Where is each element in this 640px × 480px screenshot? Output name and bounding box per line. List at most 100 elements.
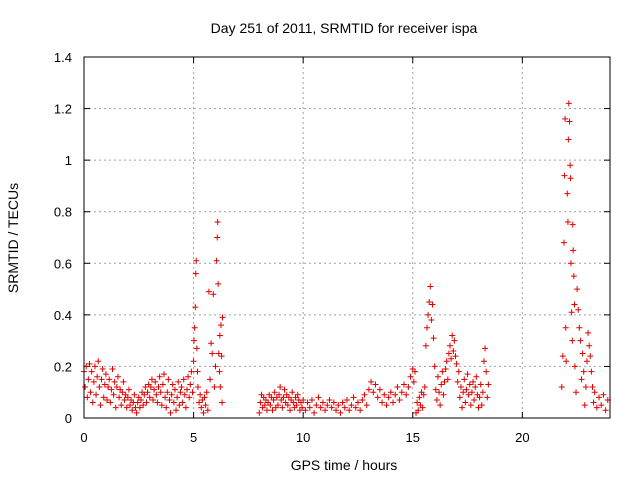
data-point (472, 384, 479, 391)
data-point (581, 402, 588, 409)
data-point (156, 373, 163, 380)
data-point (416, 394, 423, 401)
y-tick-label: 1.4 (54, 50, 72, 65)
data-point (567, 260, 574, 267)
data-point (274, 402, 281, 409)
data-point (146, 394, 153, 401)
data-point (131, 391, 138, 398)
data-point (341, 404, 348, 411)
data-point (293, 402, 300, 409)
data-point (348, 402, 355, 409)
data-point (414, 399, 421, 406)
data-point (125, 386, 132, 393)
data-point (148, 376, 155, 383)
data-point (106, 376, 113, 383)
data-point (141, 391, 148, 398)
data-point (136, 404, 143, 411)
data-point (154, 399, 161, 406)
data-point (197, 391, 204, 398)
data-point (565, 100, 572, 107)
data-point (155, 384, 162, 391)
data-point (591, 389, 598, 396)
data-point (466, 381, 473, 388)
data-point (444, 376, 451, 383)
data-point (431, 363, 438, 370)
data-point (203, 389, 210, 396)
data-point (462, 399, 469, 406)
data-point (215, 280, 222, 287)
x-tick-label: 10 (296, 430, 310, 445)
data-point (434, 373, 441, 380)
data-point (333, 407, 340, 414)
data-point (387, 389, 394, 396)
data-point (202, 402, 209, 409)
data-point (344, 396, 350, 403)
data-point (400, 381, 407, 388)
data-point (212, 363, 219, 370)
data-point (430, 335, 437, 342)
data-point (566, 118, 573, 125)
data-point (602, 407, 609, 414)
plot-frame (83, 56, 611, 419)
data-point (587, 353, 594, 360)
data-point (421, 384, 428, 391)
data-point (289, 389, 296, 396)
data-point (455, 368, 462, 375)
data-point (445, 350, 452, 357)
data-point (182, 404, 189, 411)
data-point (583, 358, 590, 365)
data-point (162, 394, 169, 401)
data-point (109, 366, 116, 373)
data-point (95, 358, 102, 365)
data-point (350, 394, 357, 401)
data-point (193, 257, 200, 264)
data-point (269, 407, 276, 414)
data-point (160, 371, 167, 378)
data-point (98, 376, 105, 383)
data-point (437, 402, 444, 409)
data-point (143, 399, 150, 406)
data-point (191, 324, 198, 331)
data-point (447, 342, 454, 349)
data-point (559, 353, 566, 360)
data-point (571, 363, 578, 370)
data-point (290, 399, 297, 406)
data-point (121, 396, 128, 403)
data-point (374, 394, 381, 401)
data-point (359, 396, 366, 403)
data-point (158, 402, 165, 409)
data-point (426, 298, 433, 305)
data-point (178, 384, 185, 391)
data-point (281, 386, 288, 393)
data-point (211, 384, 218, 391)
data-point (339, 399, 346, 406)
data-point (133, 409, 140, 416)
grid-lines (84, 57, 610, 418)
data-point (124, 394, 131, 401)
data-point (427, 283, 434, 290)
data-point (429, 301, 436, 308)
data-point (372, 381, 379, 388)
data-point (214, 234, 221, 241)
data-point (120, 378, 127, 385)
data-point (588, 368, 595, 375)
data-point (476, 394, 483, 401)
data-point (277, 384, 284, 391)
data-point (276, 391, 283, 398)
data-point (463, 386, 470, 393)
data-point (267, 402, 274, 409)
data-point (317, 404, 324, 411)
data-point (116, 394, 123, 401)
data-point (425, 311, 432, 318)
data-point (567, 162, 574, 169)
data-point (105, 384, 112, 391)
data-point (440, 391, 447, 398)
data-point (576, 324, 583, 331)
data-point (453, 360, 460, 367)
data-point (580, 368, 587, 375)
data-point (216, 332, 223, 339)
data-point (175, 378, 182, 385)
data-point (86, 360, 93, 367)
data-point (422, 342, 429, 349)
data-point (419, 404, 426, 411)
